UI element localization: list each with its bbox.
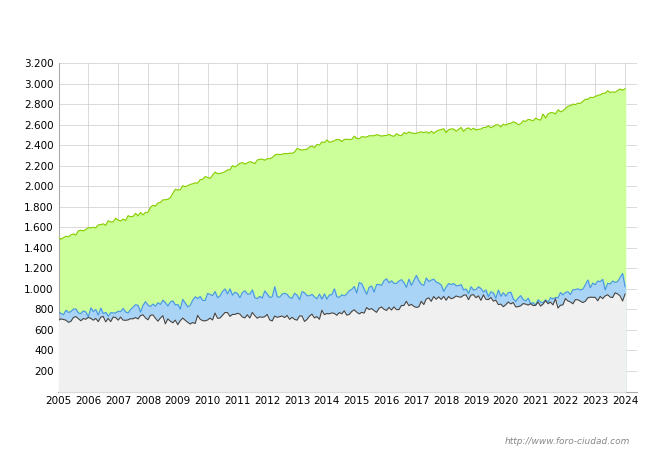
Text: http://www.foro-ciudad.com: http://www.foro-ciudad.com	[505, 436, 630, 446]
Text: Valdeolmos-Alalpardo - Evolucion de la poblacion en edad de Trabajar Mayo de 202: Valdeolmos-Alalpardo - Evolucion de la p…	[66, 23, 584, 36]
